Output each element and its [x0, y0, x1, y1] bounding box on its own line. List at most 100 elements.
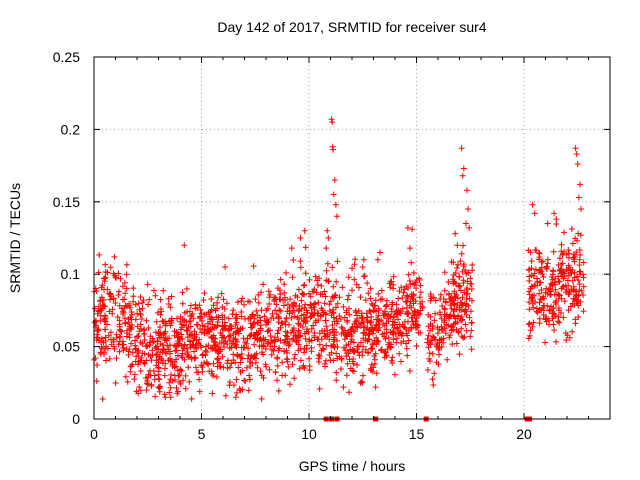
data-point: [281, 289, 288, 296]
data-point: [210, 372, 217, 379]
data-point: [565, 272, 572, 279]
data-point: [372, 324, 379, 331]
data-point: [119, 283, 126, 290]
data-point: [297, 264, 304, 271]
data-point: [198, 329, 205, 336]
data-point: [315, 299, 322, 306]
data-point: [329, 322, 336, 329]
data-point: [123, 271, 130, 278]
data-point: [129, 361, 136, 368]
data-point: [162, 322, 169, 329]
data-point: [578, 287, 585, 294]
data-point: [197, 315, 204, 322]
data-point: [113, 355, 120, 362]
data-point: [580, 308, 587, 315]
data-point: [152, 292, 159, 299]
data-point: [121, 315, 128, 322]
data-point: [168, 317, 175, 324]
data-point: [323, 267, 330, 274]
data-point: [527, 327, 534, 334]
data-point: [375, 312, 382, 319]
data-point: [372, 350, 379, 357]
data-point: [287, 296, 294, 303]
data-point: [95, 327, 102, 334]
data-point: [333, 320, 340, 327]
y-tick-label: 0.05: [53, 339, 80, 355]
data-point: [238, 298, 245, 305]
data-point: [343, 353, 350, 360]
data-point: [466, 224, 473, 231]
data-point: [318, 336, 325, 343]
data-point: [298, 312, 305, 319]
data-point: [130, 298, 137, 305]
data-point: [288, 245, 295, 252]
data-point: [556, 292, 563, 299]
data-point: [157, 340, 164, 347]
data-point: [174, 315, 181, 322]
data-point: [280, 302, 287, 309]
data-point: [539, 258, 546, 265]
data-point: [251, 341, 258, 348]
data-point: [208, 306, 215, 313]
data-point: [529, 297, 536, 304]
data-point: [316, 385, 323, 392]
data-point: [302, 319, 309, 326]
data-point: [282, 321, 289, 328]
data-point: [115, 270, 122, 277]
data-point: [399, 294, 406, 301]
data-point: [130, 285, 137, 292]
data-point: [317, 291, 324, 298]
data-point: [287, 329, 294, 336]
data-point: [407, 245, 414, 252]
data-point: [356, 352, 363, 359]
data-point: [264, 340, 271, 347]
data-point: [570, 251, 577, 258]
data-point: [354, 343, 361, 350]
data-point: [381, 333, 388, 340]
axis-ticks: 0 5 10 15 20 0 0.05 0.1 0.15 0.2 0.25: [53, 49, 610, 442]
data-point: [164, 342, 171, 349]
data-point: [262, 345, 269, 352]
data-point: [555, 305, 562, 312]
data-point: [574, 161, 581, 168]
data-point: [571, 258, 578, 265]
data-point: [261, 313, 268, 320]
data-point: [230, 351, 237, 358]
data-point: [282, 318, 289, 325]
data-point: [115, 291, 122, 298]
data-point: [389, 299, 396, 306]
data-point: [161, 391, 168, 398]
data-point: [265, 288, 272, 295]
data-point: [102, 318, 109, 325]
data-point: [525, 288, 532, 295]
data-point: [206, 368, 213, 375]
data-point: [301, 330, 308, 337]
data-point: [426, 350, 433, 357]
data-point: [187, 318, 194, 325]
data-point: [398, 284, 405, 291]
data-point: [210, 360, 217, 367]
data-point: [326, 301, 333, 308]
data-point: [427, 338, 434, 345]
data-point: [448, 326, 455, 333]
data-point: [409, 226, 416, 233]
data-point: [469, 267, 476, 274]
data-point: [437, 296, 444, 303]
data-point: [331, 177, 338, 184]
data-point: [276, 287, 283, 294]
data-point: [526, 273, 533, 280]
data-point: [538, 296, 545, 303]
data-point: [133, 333, 140, 340]
data-point: [289, 361, 296, 368]
data-point: [242, 377, 249, 384]
data-point: [376, 249, 383, 256]
data-point: [135, 347, 142, 354]
data-point: [429, 333, 436, 340]
data-point: [456, 351, 463, 358]
data-point: [396, 288, 403, 295]
data-point: [381, 354, 388, 361]
data-point: [412, 279, 419, 286]
data-point: [182, 385, 189, 392]
data-point: [306, 276, 313, 283]
data-point: [324, 327, 331, 334]
